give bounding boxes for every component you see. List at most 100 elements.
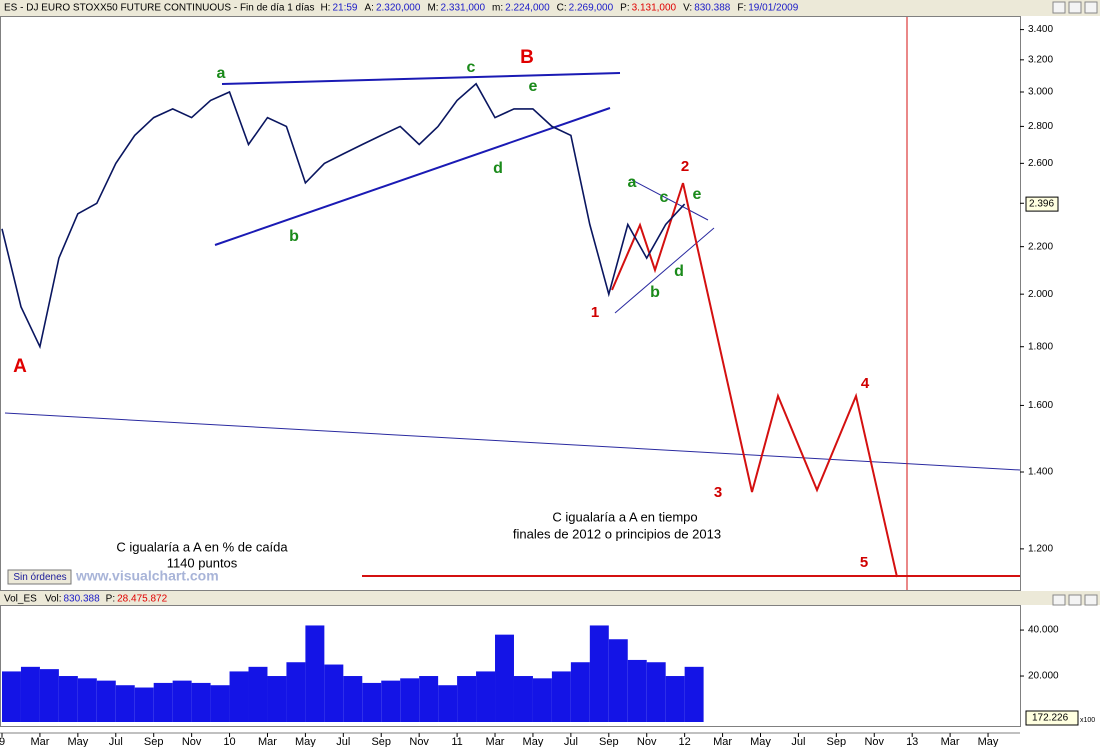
note: 1140 puntos bbox=[167, 555, 238, 570]
volume-header-key: Vol_ES bbox=[4, 594, 37, 605]
wave-label: a bbox=[628, 174, 637, 191]
trendline bbox=[214, 107, 611, 246]
x-tick-label: Mar bbox=[30, 736, 49, 747]
wave-label: 2 bbox=[681, 158, 689, 175]
y-tick-label: 2.000 bbox=[1028, 289, 1053, 300]
y-tick-label: 1.200 bbox=[1028, 544, 1053, 555]
volume-bar bbox=[570, 662, 590, 722]
orders-button[interactable] bbox=[7, 569, 72, 585]
wave-label: c bbox=[467, 59, 476, 76]
x-tick-label: May bbox=[67, 736, 88, 747]
y-tick-label: 2.200 bbox=[1028, 241, 1053, 252]
volume-bar bbox=[532, 678, 552, 722]
trendline bbox=[221, 72, 621, 85]
header-value: 2.331,000 bbox=[441, 3, 486, 14]
y-tick-label: 1.600 bbox=[1028, 400, 1053, 411]
projection-path bbox=[682, 182, 898, 578]
wave-label: e bbox=[693, 186, 702, 203]
wave-label: d bbox=[674, 263, 684, 280]
price-panel-frame bbox=[0, 16, 1021, 591]
x-tick-label: 11 bbox=[451, 736, 462, 747]
x-tick-label: May bbox=[295, 736, 316, 747]
volume-bar bbox=[400, 678, 420, 722]
volume-bar bbox=[551, 671, 571, 722]
volume-bar bbox=[513, 676, 533, 722]
wave-label: 5 bbox=[860, 554, 868, 571]
wave-label: b bbox=[289, 228, 299, 245]
y-tick-label: 3.400 bbox=[1028, 24, 1053, 35]
orders[interactable]: Sin órdenes bbox=[7, 569, 72, 585]
x-tick-label: Jul bbox=[336, 736, 350, 747]
volume-badge-box bbox=[1025, 710, 1079, 726]
header-value: 19/01/2009 bbox=[748, 3, 798, 14]
x-tick-label: May bbox=[978, 736, 999, 747]
x-tick-label: 9 bbox=[0, 736, 5, 747]
header-value: 830.388 bbox=[694, 3, 731, 14]
header-title: ES - DJ EURO STOXX50 FUTURE CONTINUOUS -… bbox=[4, 3, 314, 14]
y-tick-label: 1.400 bbox=[1028, 467, 1053, 478]
header-key: F: bbox=[737, 3, 746, 14]
volume-bar bbox=[2, 671, 21, 722]
volume-bar bbox=[39, 669, 59, 722]
y-tick-label: 1.800 bbox=[1028, 341, 1053, 352]
wave-label: a bbox=[217, 65, 226, 82]
wave-label: 1 bbox=[591, 304, 599, 321]
x-tick-label: 10 bbox=[223, 736, 235, 747]
x-tick-label: Mar bbox=[258, 736, 277, 747]
volume-header-value: 28.475.872 bbox=[117, 594, 167, 605]
header-value: 2.224,000 bbox=[505, 3, 550, 14]
minimize-button[interactable] bbox=[1052, 1, 1066, 14]
volume-header-key: Vol: bbox=[45, 594, 62, 605]
wave-label: d bbox=[493, 160, 503, 177]
window-buttons[interactable] bbox=[1052, 1, 1098, 606]
volume-bar bbox=[476, 671, 496, 722]
volume-bar bbox=[324, 664, 344, 722]
y-tick-label: 40.000 bbox=[1028, 625, 1059, 636]
volume-badge: 172.226 bbox=[1032, 713, 1069, 724]
orders-button-label[interactable]: Sin órdenes bbox=[13, 572, 66, 583]
volume-bar bbox=[229, 671, 249, 722]
volume-bar bbox=[665, 676, 685, 722]
volume-bar bbox=[608, 639, 628, 722]
volume-bar bbox=[115, 685, 135, 722]
header-value: 2.320,000 bbox=[376, 3, 421, 14]
volume-bar bbox=[96, 680, 116, 722]
x-tick-label: Mar bbox=[486, 736, 505, 747]
y-tick-label: 3.000 bbox=[1028, 87, 1053, 98]
wave-label: B bbox=[520, 47, 534, 68]
trendline bbox=[631, 179, 709, 221]
x-tick-label: Nov bbox=[864, 736, 884, 747]
last-price-box bbox=[1025, 196, 1059, 212]
volume-bar bbox=[457, 676, 477, 722]
vol-close-button[interactable] bbox=[1084, 594, 1098, 606]
y-tick-label: 20.000 bbox=[1028, 671, 1059, 682]
volume-bar bbox=[248, 666, 268, 722]
volume-bar bbox=[267, 676, 287, 722]
volume-bar bbox=[20, 666, 40, 722]
drawings bbox=[4, 17, 1021, 590]
volume-bar bbox=[684, 666, 704, 722]
volume-bar bbox=[495, 634, 514, 722]
close-button[interactable] bbox=[1084, 1, 1098, 14]
volume-header-bar bbox=[0, 591, 1100, 605]
maximize-button[interactable] bbox=[1068, 1, 1082, 14]
volume-bar bbox=[172, 680, 192, 722]
x-tick-label: 12 bbox=[679, 736, 691, 747]
volume-bar bbox=[438, 685, 458, 722]
volume-bar bbox=[381, 680, 401, 722]
x-tick-label: Nov bbox=[637, 736, 657, 747]
volume-bar bbox=[589, 625, 609, 722]
note: finales de 2012 o principios de 2013 bbox=[513, 526, 721, 541]
x-tick-label: Sep bbox=[371, 736, 391, 747]
wave-label: A bbox=[13, 356, 27, 377]
header-key: m: bbox=[492, 3, 503, 14]
wave-label: e bbox=[529, 78, 538, 95]
wave-label: c bbox=[660, 189, 669, 206]
vol-minimize-button[interactable] bbox=[1052, 594, 1066, 606]
volume-bar bbox=[134, 687, 154, 722]
y-tick-label: 3.200 bbox=[1028, 54, 1053, 65]
volume-bar bbox=[419, 676, 439, 722]
volume-header-key: P: bbox=[106, 594, 115, 605]
vol-maximize-button[interactable] bbox=[1068, 594, 1082, 606]
